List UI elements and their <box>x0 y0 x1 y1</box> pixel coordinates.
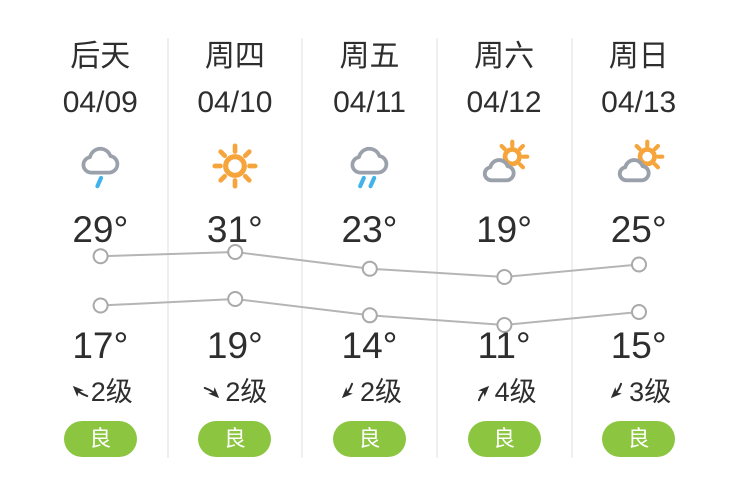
column-separator <box>301 38 303 458</box>
day-column-2[interactable]: 周四 04/10 31° 19° 2级 良 <box>168 0 303 500</box>
day-name: 周四 <box>204 40 265 73</box>
wind-direction-icon <box>472 381 494 403</box>
weather-icon-rain <box>302 137 437 195</box>
air-quality-badge[interactable]: 良 <box>467 421 541 457</box>
high-temp: 19° <box>476 209 533 250</box>
day-name: 周五 <box>339 40 400 73</box>
wind-level: 2级 <box>225 377 268 407</box>
wind-level: 3级 <box>629 377 672 407</box>
day-name: 周日 <box>608 40 669 73</box>
forecast-widget: 后天 04/09 29° 17° 2级 良 周四 04/10 31° 19° 2… <box>33 0 706 500</box>
column-separator <box>436 38 438 458</box>
wind-info: 2级 <box>33 378 168 406</box>
high-temp: 23° <box>341 209 398 250</box>
air-quality-badge[interactable]: 良 <box>602 421 676 457</box>
day-date: 04/09 <box>62 86 138 119</box>
high-temp: 25° <box>610 209 667 250</box>
weather-icon-partly-cloudy <box>437 137 572 195</box>
wind-info: 2级 <box>168 378 303 406</box>
low-temp: 14° <box>341 325 398 366</box>
wind-info: 2级 <box>302 378 437 406</box>
wind-level: 4级 <box>494 377 537 407</box>
low-temp: 17° <box>72 325 129 366</box>
low-temp: 19° <box>206 325 263 366</box>
air-quality-badge[interactable]: 良 <box>63 421 137 457</box>
wind-direction-icon <box>68 381 90 403</box>
air-quality-badge[interactable]: 良 <box>198 421 272 457</box>
high-temp: 29° <box>72 209 129 250</box>
wind-info: 4级 <box>437 378 572 406</box>
day-column-5[interactable]: 周日 04/13 25° 15° 3级 良 <box>571 0 706 500</box>
column-separator <box>571 38 573 458</box>
wind-direction-icon <box>606 381 628 403</box>
high-temp: 31° <box>206 209 263 250</box>
day-date: 04/13 <box>601 86 677 119</box>
column-separator <box>167 38 169 458</box>
weather-icon-partly-cloudy <box>571 137 706 195</box>
air-quality-badge[interactable]: 良 <box>332 421 406 457</box>
day-date: 04/10 <box>197 86 273 119</box>
wind-info: 3级 <box>571 378 706 406</box>
day-name: 周六 <box>474 40 535 73</box>
day-column-1[interactable]: 后天 04/09 29° 17° 2级 良 <box>33 0 168 500</box>
wind-direction-icon <box>337 381 359 403</box>
weather-icon-sunny <box>168 137 303 195</box>
wind-level: 2级 <box>90 377 133 407</box>
day-column-3[interactable]: 周五 04/11 23° 14° 2级 良 <box>302 0 437 500</box>
day-name: 后天 <box>70 40 131 73</box>
weather-icon-light-rain <box>33 137 168 195</box>
wind-direction-icon <box>202 381 224 403</box>
low-temp: 15° <box>610 325 667 366</box>
day-date: 04/11 <box>333 86 406 119</box>
day-column-4[interactable]: 周六 04/12 19° 11° 4级 良 <box>437 0 572 500</box>
low-temp: 11° <box>477 325 531 366</box>
day-date: 04/12 <box>466 86 542 119</box>
wind-level: 2级 <box>359 377 402 407</box>
